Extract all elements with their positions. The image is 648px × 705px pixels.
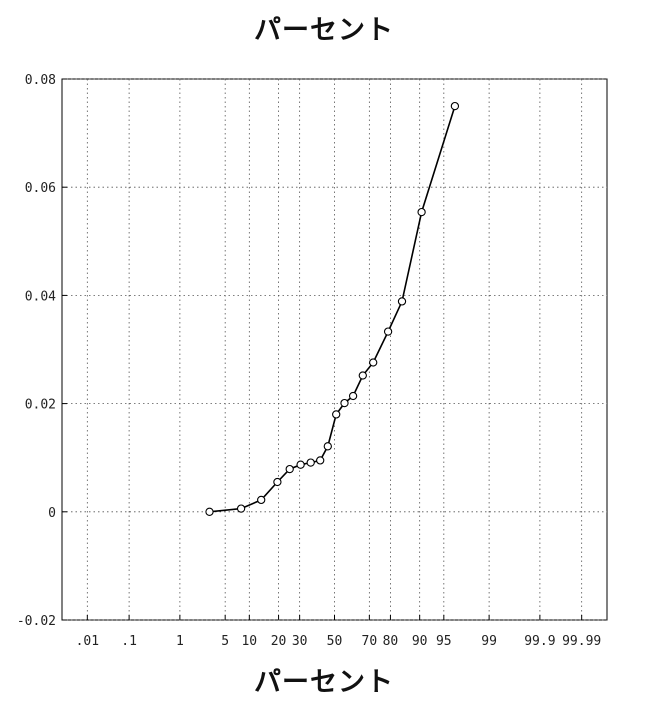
data-point [450, 101, 460, 111]
axis-tick-labels: .01 .1 1 5 10 20 30 50 70 80 90 95 99 99.9 99.99 -0.02 0… [17, 73, 601, 649]
x-tick-label: 99.9 [524, 634, 555, 649]
x-tick-label: 5 [221, 634, 229, 649]
data-point [383, 327, 393, 336]
x-tick-label: 30 [292, 634, 308, 649]
data-point [397, 297, 407, 306]
grid-lines [62, 78, 607, 621]
chart-title: パーセント [254, 15, 394, 46]
x-tick-label: 50 [327, 634, 343, 649]
x-axis-label: パーセント [254, 667, 394, 698]
data-point [306, 458, 315, 467]
x-tick-label: 10 [241, 634, 257, 649]
data-point [257, 495, 266, 505]
y-tick-label: 0 [48, 506, 56, 521]
data-point [358, 371, 367, 380]
data-point [323, 442, 332, 451]
data-point [205, 507, 214, 516]
x-tick-label: 90 [412, 634, 428, 649]
x-tick-label: 99 [481, 634, 497, 649]
data-point [236, 504, 246, 513]
x-tick-label: 1 [176, 634, 184, 649]
data-point [348, 391, 358, 401]
y-tick-label: 0.08 [25, 73, 56, 88]
data-point [340, 398, 349, 408]
x-tick-label: 20 [271, 634, 287, 649]
x-tick-label: 80 [383, 634, 399, 649]
x-tick-label: .01 [76, 634, 99, 649]
data-series [205, 101, 460, 516]
x-tick-label: 95 [436, 634, 452, 649]
data-point [285, 464, 294, 474]
y-tick-label: 0.06 [25, 181, 56, 196]
data-point [369, 358, 378, 367]
data-point [296, 460, 305, 469]
data-point [316, 456, 325, 465]
y-tick-label: -0.02 [17, 614, 56, 629]
data-point [332, 410, 341, 419]
y-tick-label: 0.04 [25, 289, 56, 304]
y-tick-label: 0.02 [25, 398, 56, 413]
data-point [273, 477, 282, 487]
data-point [417, 207, 426, 217]
x-tick-label: 99.99 [562, 634, 601, 649]
x-tick-label: 70 [362, 634, 378, 649]
x-tick-label: .1 [121, 634, 137, 649]
